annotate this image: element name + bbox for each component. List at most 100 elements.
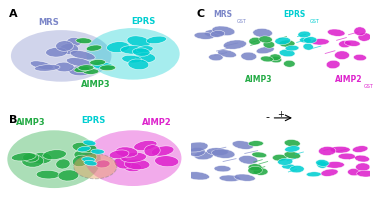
Ellipse shape	[144, 145, 160, 157]
Text: AIMP2: AIMP2	[141, 118, 171, 127]
Ellipse shape	[306, 172, 321, 177]
Ellipse shape	[284, 140, 300, 147]
Ellipse shape	[91, 149, 104, 154]
Ellipse shape	[60, 44, 79, 54]
Ellipse shape	[95, 160, 110, 168]
Ellipse shape	[186, 172, 209, 180]
Ellipse shape	[358, 33, 371, 41]
Text: -: -	[266, 112, 270, 122]
Ellipse shape	[56, 159, 70, 169]
Ellipse shape	[74, 150, 97, 161]
Ellipse shape	[67, 37, 82, 46]
Ellipse shape	[86, 45, 102, 51]
Ellipse shape	[30, 61, 53, 70]
Ellipse shape	[270, 57, 282, 63]
Ellipse shape	[278, 158, 293, 165]
Ellipse shape	[285, 146, 300, 152]
Ellipse shape	[249, 37, 261, 45]
Ellipse shape	[116, 147, 138, 157]
Ellipse shape	[184, 142, 208, 152]
Ellipse shape	[77, 146, 91, 152]
Ellipse shape	[248, 141, 263, 146]
Ellipse shape	[303, 43, 313, 50]
Ellipse shape	[43, 150, 66, 160]
Ellipse shape	[248, 166, 262, 174]
Ellipse shape	[11, 153, 36, 161]
Ellipse shape	[317, 161, 327, 168]
Ellipse shape	[330, 146, 350, 153]
Ellipse shape	[83, 69, 99, 74]
Ellipse shape	[319, 146, 336, 155]
Ellipse shape	[347, 169, 361, 176]
Ellipse shape	[325, 161, 344, 168]
Ellipse shape	[248, 164, 262, 171]
Ellipse shape	[122, 55, 142, 63]
Ellipse shape	[84, 160, 97, 166]
Ellipse shape	[223, 40, 246, 49]
Ellipse shape	[283, 60, 295, 67]
Ellipse shape	[70, 51, 95, 60]
Ellipse shape	[300, 37, 312, 43]
Ellipse shape	[353, 54, 367, 61]
Ellipse shape	[209, 54, 223, 61]
Ellipse shape	[256, 46, 274, 54]
Ellipse shape	[338, 153, 355, 160]
Ellipse shape	[30, 152, 52, 164]
Ellipse shape	[253, 28, 273, 37]
Text: C: C	[196, 9, 204, 20]
Ellipse shape	[46, 48, 67, 57]
Ellipse shape	[194, 32, 215, 39]
Ellipse shape	[334, 51, 349, 60]
Ellipse shape	[260, 56, 273, 62]
Ellipse shape	[54, 62, 74, 72]
Ellipse shape	[356, 163, 370, 171]
Ellipse shape	[204, 30, 223, 37]
Ellipse shape	[298, 31, 311, 38]
Text: +: +	[277, 110, 284, 119]
Ellipse shape	[269, 54, 281, 60]
Ellipse shape	[134, 140, 157, 150]
Ellipse shape	[279, 40, 295, 47]
Ellipse shape	[206, 148, 228, 155]
Text: GST: GST	[364, 84, 374, 89]
Text: A: A	[9, 9, 18, 20]
Ellipse shape	[188, 147, 205, 157]
Ellipse shape	[91, 62, 114, 70]
Ellipse shape	[151, 146, 174, 156]
Text: GST: GST	[310, 19, 320, 24]
Ellipse shape	[263, 41, 275, 48]
Text: AIMP3: AIMP3	[245, 75, 273, 84]
Ellipse shape	[321, 169, 338, 176]
Ellipse shape	[56, 41, 73, 51]
Text: AIMP3: AIMP3	[16, 118, 46, 127]
Ellipse shape	[127, 36, 150, 47]
Ellipse shape	[212, 26, 235, 35]
Ellipse shape	[132, 48, 150, 56]
Ellipse shape	[120, 46, 145, 54]
Ellipse shape	[241, 52, 257, 60]
Text: B: B	[9, 115, 18, 125]
Ellipse shape	[146, 36, 166, 44]
Ellipse shape	[326, 60, 340, 69]
Ellipse shape	[232, 141, 254, 149]
Ellipse shape	[279, 49, 295, 57]
Ellipse shape	[304, 37, 317, 43]
Ellipse shape	[194, 151, 214, 160]
Ellipse shape	[72, 142, 97, 153]
Ellipse shape	[252, 152, 267, 158]
Ellipse shape	[214, 166, 231, 172]
Ellipse shape	[282, 164, 295, 169]
Ellipse shape	[284, 152, 301, 159]
Ellipse shape	[23, 153, 39, 162]
Ellipse shape	[73, 155, 88, 167]
Ellipse shape	[68, 66, 92, 76]
Ellipse shape	[316, 160, 329, 166]
Ellipse shape	[76, 38, 92, 44]
Ellipse shape	[338, 41, 351, 48]
Ellipse shape	[272, 154, 287, 161]
Circle shape	[74, 154, 117, 179]
Ellipse shape	[136, 46, 153, 53]
Ellipse shape	[34, 64, 60, 71]
Ellipse shape	[66, 58, 92, 67]
Ellipse shape	[212, 149, 235, 158]
